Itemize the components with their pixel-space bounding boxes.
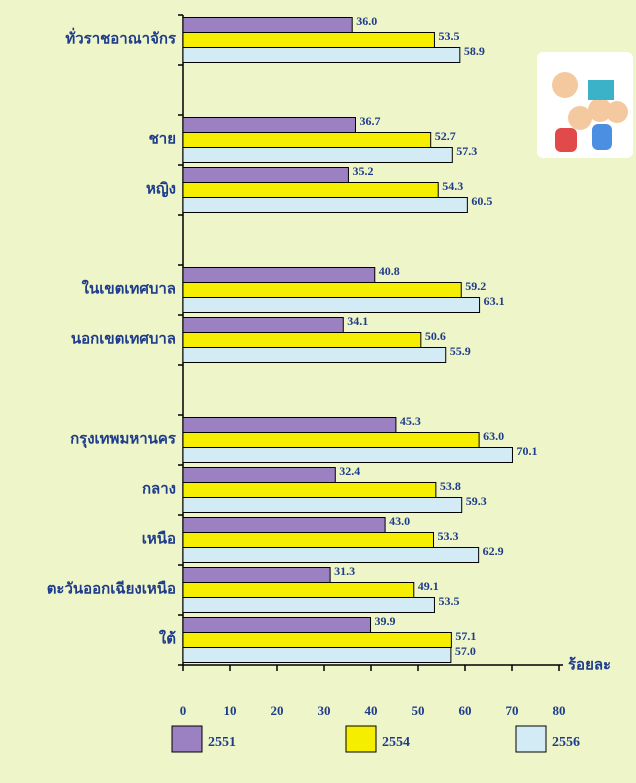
data-label: 60.5 xyxy=(471,194,492,208)
bar xyxy=(182,132,432,148)
y-tick-label: ในเขตเทศบาล xyxy=(82,279,176,297)
bar xyxy=(182,117,356,133)
data-label: 54.3 xyxy=(442,179,463,193)
x-tick-label: 30 xyxy=(318,703,331,718)
x-tick-label: 60 xyxy=(459,703,472,718)
bar xyxy=(182,167,349,183)
data-label: 63.1 xyxy=(484,294,505,308)
data-label: 62.9 xyxy=(483,544,504,558)
bar xyxy=(182,317,344,333)
bar xyxy=(182,497,463,513)
legend-label: 2556 xyxy=(552,735,580,750)
data-label: 50.6 xyxy=(425,329,446,343)
data-label: 57.1 xyxy=(455,629,476,643)
y-tick-label: ทั่วราชอาณาจักร xyxy=(65,27,177,47)
bar xyxy=(182,47,461,63)
bar xyxy=(182,17,353,33)
bar xyxy=(182,632,452,648)
y-tick-label: เหนือ xyxy=(142,530,176,547)
bar xyxy=(182,647,452,663)
data-label: 43.0 xyxy=(389,514,410,528)
bar xyxy=(182,467,336,483)
bar xyxy=(182,617,372,633)
legend-label: 2554 xyxy=(382,735,410,750)
data-label: 35.2 xyxy=(352,164,373,178)
data-label: 55.9 xyxy=(450,344,471,358)
bar xyxy=(182,517,386,533)
legend-swatch xyxy=(345,725,377,753)
data-label: 39.9 xyxy=(375,614,396,628)
x-tick-label: 40 xyxy=(365,703,378,718)
data-label: 32.4 xyxy=(339,464,360,478)
x-tick-label: 0 xyxy=(180,703,187,718)
legend-swatch xyxy=(171,725,203,753)
legend-swatch xyxy=(515,725,547,753)
bar xyxy=(182,32,435,48)
bar xyxy=(182,147,453,163)
bar xyxy=(182,547,480,563)
illustration xyxy=(537,52,633,158)
data-label: 34.1 xyxy=(347,314,368,328)
data-label: 59.3 xyxy=(466,494,487,508)
bar xyxy=(182,297,481,313)
bar xyxy=(182,332,422,348)
y-tick-label: นอกเขตเทศบาล xyxy=(71,331,176,347)
bar xyxy=(182,582,415,598)
data-label: 59.2 xyxy=(465,279,486,293)
data-label: 53.5 xyxy=(438,594,459,608)
data-label: 63.0 xyxy=(483,429,504,443)
bar xyxy=(182,267,376,283)
legend-label: 2551 xyxy=(208,735,236,750)
x-tick-label: 80 xyxy=(553,703,566,718)
data-label: 45.3 xyxy=(400,414,421,428)
data-label: 36.7 xyxy=(359,114,380,128)
data-label: 53.5 xyxy=(438,29,459,43)
y-tick-label: หญิง xyxy=(146,179,176,197)
data-label: 57.0 xyxy=(455,644,476,658)
data-label: 49.1 xyxy=(418,579,439,593)
x-tick-label: 20 xyxy=(271,703,284,718)
y-tick-label: กรุงเทพมหานคร xyxy=(70,431,177,448)
data-label: 31.3 xyxy=(334,564,355,578)
bar xyxy=(182,432,480,448)
data-label: 40.8 xyxy=(379,264,400,278)
bar xyxy=(182,417,397,433)
x-axis-label: ร้อยละ xyxy=(568,656,611,673)
x-tick-label: 10 xyxy=(224,703,237,718)
data-label: 52.7 xyxy=(435,129,456,143)
bar xyxy=(182,447,513,463)
data-label: 70.1 xyxy=(516,444,537,458)
y-tick-label: ใต้ xyxy=(159,629,176,647)
data-label: 58.9 xyxy=(464,44,485,58)
data-label: 57.3 xyxy=(456,144,477,158)
bar xyxy=(182,282,462,298)
data-label: 53.8 xyxy=(440,479,461,493)
bar xyxy=(182,347,447,363)
bar xyxy=(182,532,435,548)
x-tick-label: 50 xyxy=(412,703,425,718)
data-label: 36.0 xyxy=(356,14,377,28)
bar xyxy=(182,597,435,613)
y-tick-label: กลาง xyxy=(142,481,176,497)
y-tick-label: ตะวันออกเฉียงเหนือ xyxy=(47,580,176,597)
bar xyxy=(182,567,331,583)
x-tick-label: 70 xyxy=(506,703,519,718)
bar xyxy=(182,482,437,498)
bar xyxy=(182,197,468,213)
data-label: 53.3 xyxy=(438,529,459,543)
y-tick-label: ชาย xyxy=(149,131,176,147)
bar xyxy=(182,182,439,198)
